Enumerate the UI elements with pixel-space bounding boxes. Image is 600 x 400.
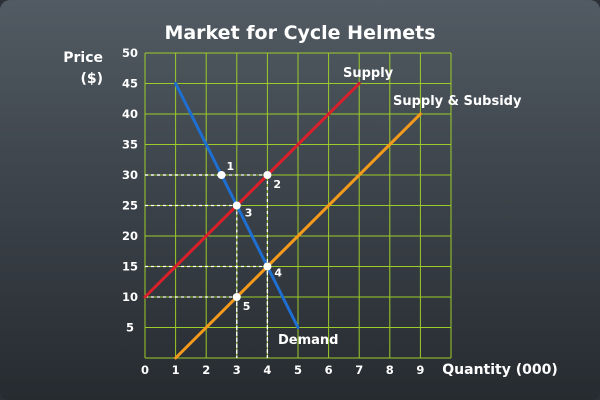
intersection-point (232, 293, 241, 301)
y-tick-label: 25 (122, 199, 138, 213)
x-tick-label: 3 (233, 363, 241, 377)
y-tick-label: 45 (122, 77, 138, 91)
supply-subsidy-label: Supply & Subsidy (393, 94, 522, 109)
x-tick-label: 2 (202, 363, 210, 377)
y-axis-label-line2: ($) (80, 71, 103, 87)
x-axis-label: Quantity (000) (442, 362, 558, 378)
supply-subsidy-line (174, 112, 422, 360)
point-label: 3 (245, 207, 253, 220)
y-tick-label: 10 (122, 290, 138, 304)
x-tick-label: 5 (294, 363, 302, 377)
x-tick-label: 8 (386, 363, 394, 377)
intersection-points: 1 2 3 4 5 (217, 160, 282, 313)
supply-line (143, 82, 361, 299)
intersection-point (217, 171, 226, 179)
y-tick-label: 15 (122, 260, 138, 274)
point-label: 2 (273, 178, 281, 191)
x-tick-label: 1 (172, 363, 180, 377)
demand-label: Demand (278, 333, 339, 348)
y-tick-label: 35 (122, 138, 138, 152)
x-tick-label: 0 (141, 363, 149, 377)
x-tick-label: 4 (263, 363, 271, 377)
intersection-point (232, 201, 241, 210)
point-label: 1 (227, 160, 235, 173)
y-tick-label: 30 (122, 168, 138, 182)
y-tick-label: 20 (122, 229, 138, 243)
series-lines (143, 82, 422, 360)
y-tick-label: 5 (126, 321, 134, 335)
chart-title: Market for Cycle Helmets (164, 22, 435, 44)
supply-label: Supply (343, 66, 394, 81)
intersection-point (263, 171, 272, 179)
y-axis-label-line1: Price (63, 50, 103, 66)
x-tick-label: 9 (416, 363, 424, 377)
point-label: 5 (243, 300, 251, 313)
x-tick-label: 6 (325, 363, 333, 377)
series-labels: Supply Supply & Subsidy Demand (278, 66, 522, 348)
y-tick-label: 50 (122, 46, 138, 60)
point-label: 4 (274, 267, 282, 280)
intersection-point (263, 262, 272, 271)
y-tick-label: 40 (122, 107, 138, 121)
x-tick-label: 7 (355, 363, 363, 377)
